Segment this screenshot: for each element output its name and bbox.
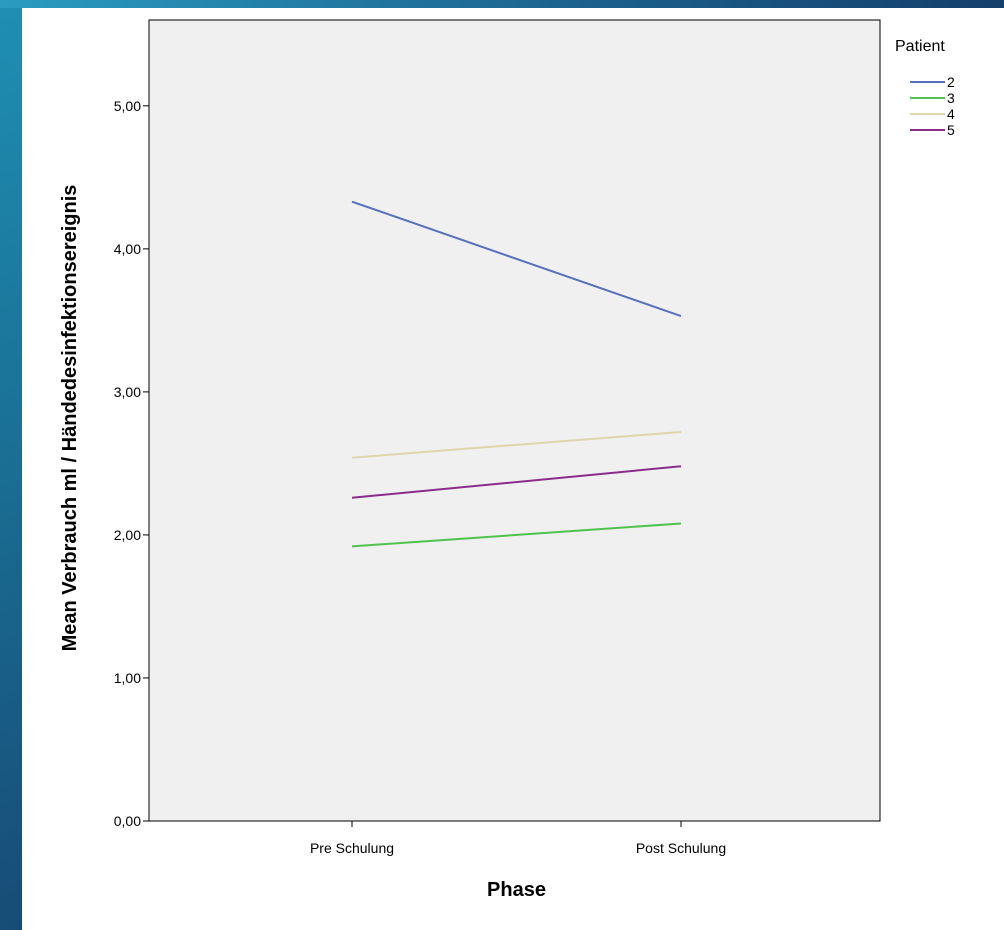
y-tick-label: 4,00 [114,241,141,257]
y-tick-label: 0,00 [114,813,141,829]
series-line-patient-2 [351,200,682,318]
y-tick-label: 3,00 [114,384,141,400]
series-layer [351,200,682,548]
y-tick-label: 5,00 [114,98,141,114]
legend-label-patient-2: 2 [947,74,955,90]
series-line-patient-5 [351,465,682,499]
x-axis: Pre Schulung Post Schulung [310,821,726,856]
x-tick-label: Post Schulung [636,840,726,856]
y-axis: 0,00 1,00 2,00 3,00 4,00 5,00 [114,98,149,829]
series-line-patient-4 [351,430,682,459]
y-tick-label: 2,00 [114,527,141,543]
series-line-patient-3 [351,522,682,548]
slide-top-band [0,0,1004,8]
legend-label-patient-4: 4 [947,106,955,122]
x-axis-title: Phase [487,879,546,901]
legend-label-patient-5: 5 [947,122,955,138]
y-tick-label: 1,00 [114,670,141,686]
legend-title: Patient [895,38,945,55]
legend-label-patient-3: 3 [947,90,955,106]
plot-area [148,19,881,822]
y-axis-title: Mean Verbrauch ml / Händedesinfektionser… [59,185,81,652]
x-tick-label: Pre Schulung [310,840,394,856]
